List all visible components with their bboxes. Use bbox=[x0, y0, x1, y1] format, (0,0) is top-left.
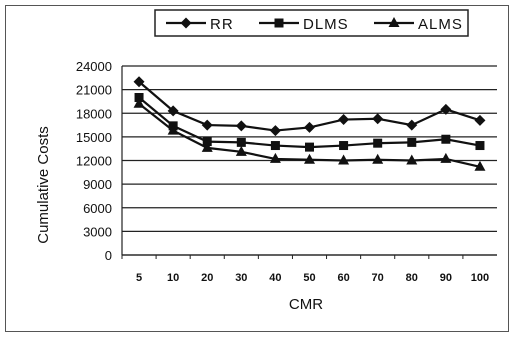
data-point-dlms bbox=[305, 142, 314, 152]
data-point-dlms bbox=[475, 141, 485, 151]
series-group bbox=[133, 76, 486, 171]
data-point-rr bbox=[372, 113, 384, 125]
gridlines bbox=[121, 65, 497, 256]
data-point-rr bbox=[235, 120, 247, 132]
data-point-rr bbox=[133, 76, 145, 88]
series-rr bbox=[133, 76, 486, 137]
data-point-alms bbox=[440, 152, 452, 163]
x-tick-label: 70 bbox=[372, 272, 384, 284]
data-point-rr bbox=[406, 119, 418, 131]
data-point-rr bbox=[167, 105, 179, 117]
data-point-dlms bbox=[339, 141, 349, 151]
y-tick-label: 9000 bbox=[83, 177, 112, 192]
legend-marker-rr bbox=[180, 17, 192, 29]
chart-frame bbox=[5, 5, 509, 332]
y-tick-label: 15000 bbox=[76, 130, 112, 145]
legend-label-alms: ALMS bbox=[418, 16, 463, 33]
y-tick-label: 0 bbox=[105, 248, 112, 263]
data-point-rr bbox=[304, 121, 315, 133]
data-point-alms bbox=[201, 141, 213, 152]
data-point-rr bbox=[201, 119, 213, 131]
y-tick-label: 24000 bbox=[76, 59, 112, 74]
data-point-dlms bbox=[236, 137, 246, 147]
y-tick-label: 18000 bbox=[76, 106, 112, 121]
legend-marker-dlms bbox=[274, 18, 284, 28]
data-point-rr bbox=[338, 114, 350, 126]
data-point-alms bbox=[338, 154, 350, 165]
data-point-dlms bbox=[373, 138, 383, 148]
x-tick-label: 5 bbox=[136, 272, 142, 284]
legend-box bbox=[154, 9, 469, 37]
legend: RR DLMS ALMS bbox=[166, 16, 463, 33]
data-point-alms bbox=[133, 97, 145, 108]
x-tick-label: 80 bbox=[406, 272, 418, 284]
x-tick-label: 40 bbox=[269, 272, 281, 284]
legend-label-rr: RR bbox=[210, 16, 234, 33]
x-tick-label: 90 bbox=[440, 272, 452, 284]
x-tick-label: 50 bbox=[303, 272, 315, 284]
data-point-alms bbox=[406, 154, 418, 165]
x-tick-label: 20 bbox=[201, 272, 213, 284]
data-point-rr bbox=[474, 114, 486, 126]
data-point-dlms bbox=[134, 93, 144, 102]
series-alms bbox=[133, 97, 486, 171]
y-tick-label: 3000 bbox=[83, 224, 112, 239]
x-tick-label: 60 bbox=[337, 272, 349, 284]
data-point-alms bbox=[235, 145, 247, 156]
data-point-dlms bbox=[270, 141, 280, 151]
legend-label-dlms: DLMS bbox=[303, 16, 349, 33]
y-tick-label: 6000 bbox=[83, 201, 112, 216]
data-point-alms bbox=[269, 152, 281, 163]
data-point-dlms bbox=[407, 137, 417, 147]
x-axis-ticks: 5 10 20 30 40 50 60 70 80 90 100 bbox=[121, 255, 489, 284]
x-tick-label: 30 bbox=[235, 272, 247, 284]
data-point-alms bbox=[372, 153, 384, 164]
series-dlms bbox=[134, 93, 485, 152]
y-axis-title: Cumulative Costs bbox=[35, 126, 52, 244]
data-point-alms bbox=[474, 160, 486, 171]
y-tick-label: 21000 bbox=[76, 83, 112, 98]
data-point-rr bbox=[269, 125, 281, 137]
y-axis-ticks: 0 3000 6000 9000 12000 15000 18000 21000 24000 bbox=[76, 59, 112, 263]
data-point-dlms bbox=[441, 134, 451, 144]
x-axis-title: CMR bbox=[289, 296, 323, 313]
data-point-dlms bbox=[202, 137, 212, 147]
data-point-alms bbox=[304, 153, 315, 164]
x-tick-label: 100 bbox=[471, 272, 489, 284]
y-tick-label: 12000 bbox=[76, 154, 112, 169]
legend-marker-alms bbox=[388, 17, 400, 27]
x-tick-label: 10 bbox=[167, 272, 179, 284]
data-point-rr bbox=[440, 103, 452, 115]
data-point-alms bbox=[167, 124, 179, 135]
